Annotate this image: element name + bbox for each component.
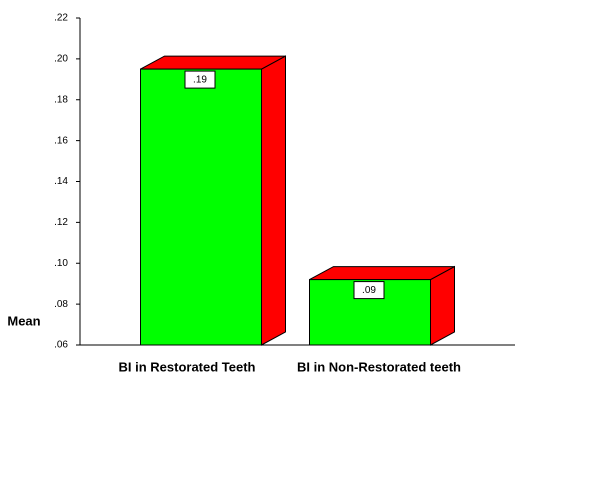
value-label: .19: [193, 75, 207, 86]
y-tick-label: .10: [54, 258, 68, 269]
bar-top: [140, 55, 286, 70]
x-tick-label: BI in Restorated Teeth: [118, 359, 255, 374]
bar-side: [261, 55, 286, 346]
y-tick-label: .08: [54, 299, 68, 310]
y-tick-label: .12: [54, 217, 68, 228]
y-tick-label: .20: [54, 54, 68, 65]
y-tick-label: .22: [54, 13, 68, 24]
value-label-box: [184, 70, 216, 89]
bar-top: [309, 266, 455, 281]
y-tick-label: .16: [54, 135, 68, 146]
y-axis-label: Mean: [7, 313, 40, 328]
y-tick-label: .18: [54, 94, 68, 105]
bar-side: [430, 265, 455, 346]
y-tick-label: .06: [54, 340, 68, 351]
x-tick-label: BI in Non-Restorated teeth: [297, 359, 461, 374]
y-tick-label: .14: [54, 176, 68, 187]
value-label: .09: [362, 285, 376, 296]
value-label-box: [353, 281, 385, 300]
bar: [140, 68, 262, 346]
